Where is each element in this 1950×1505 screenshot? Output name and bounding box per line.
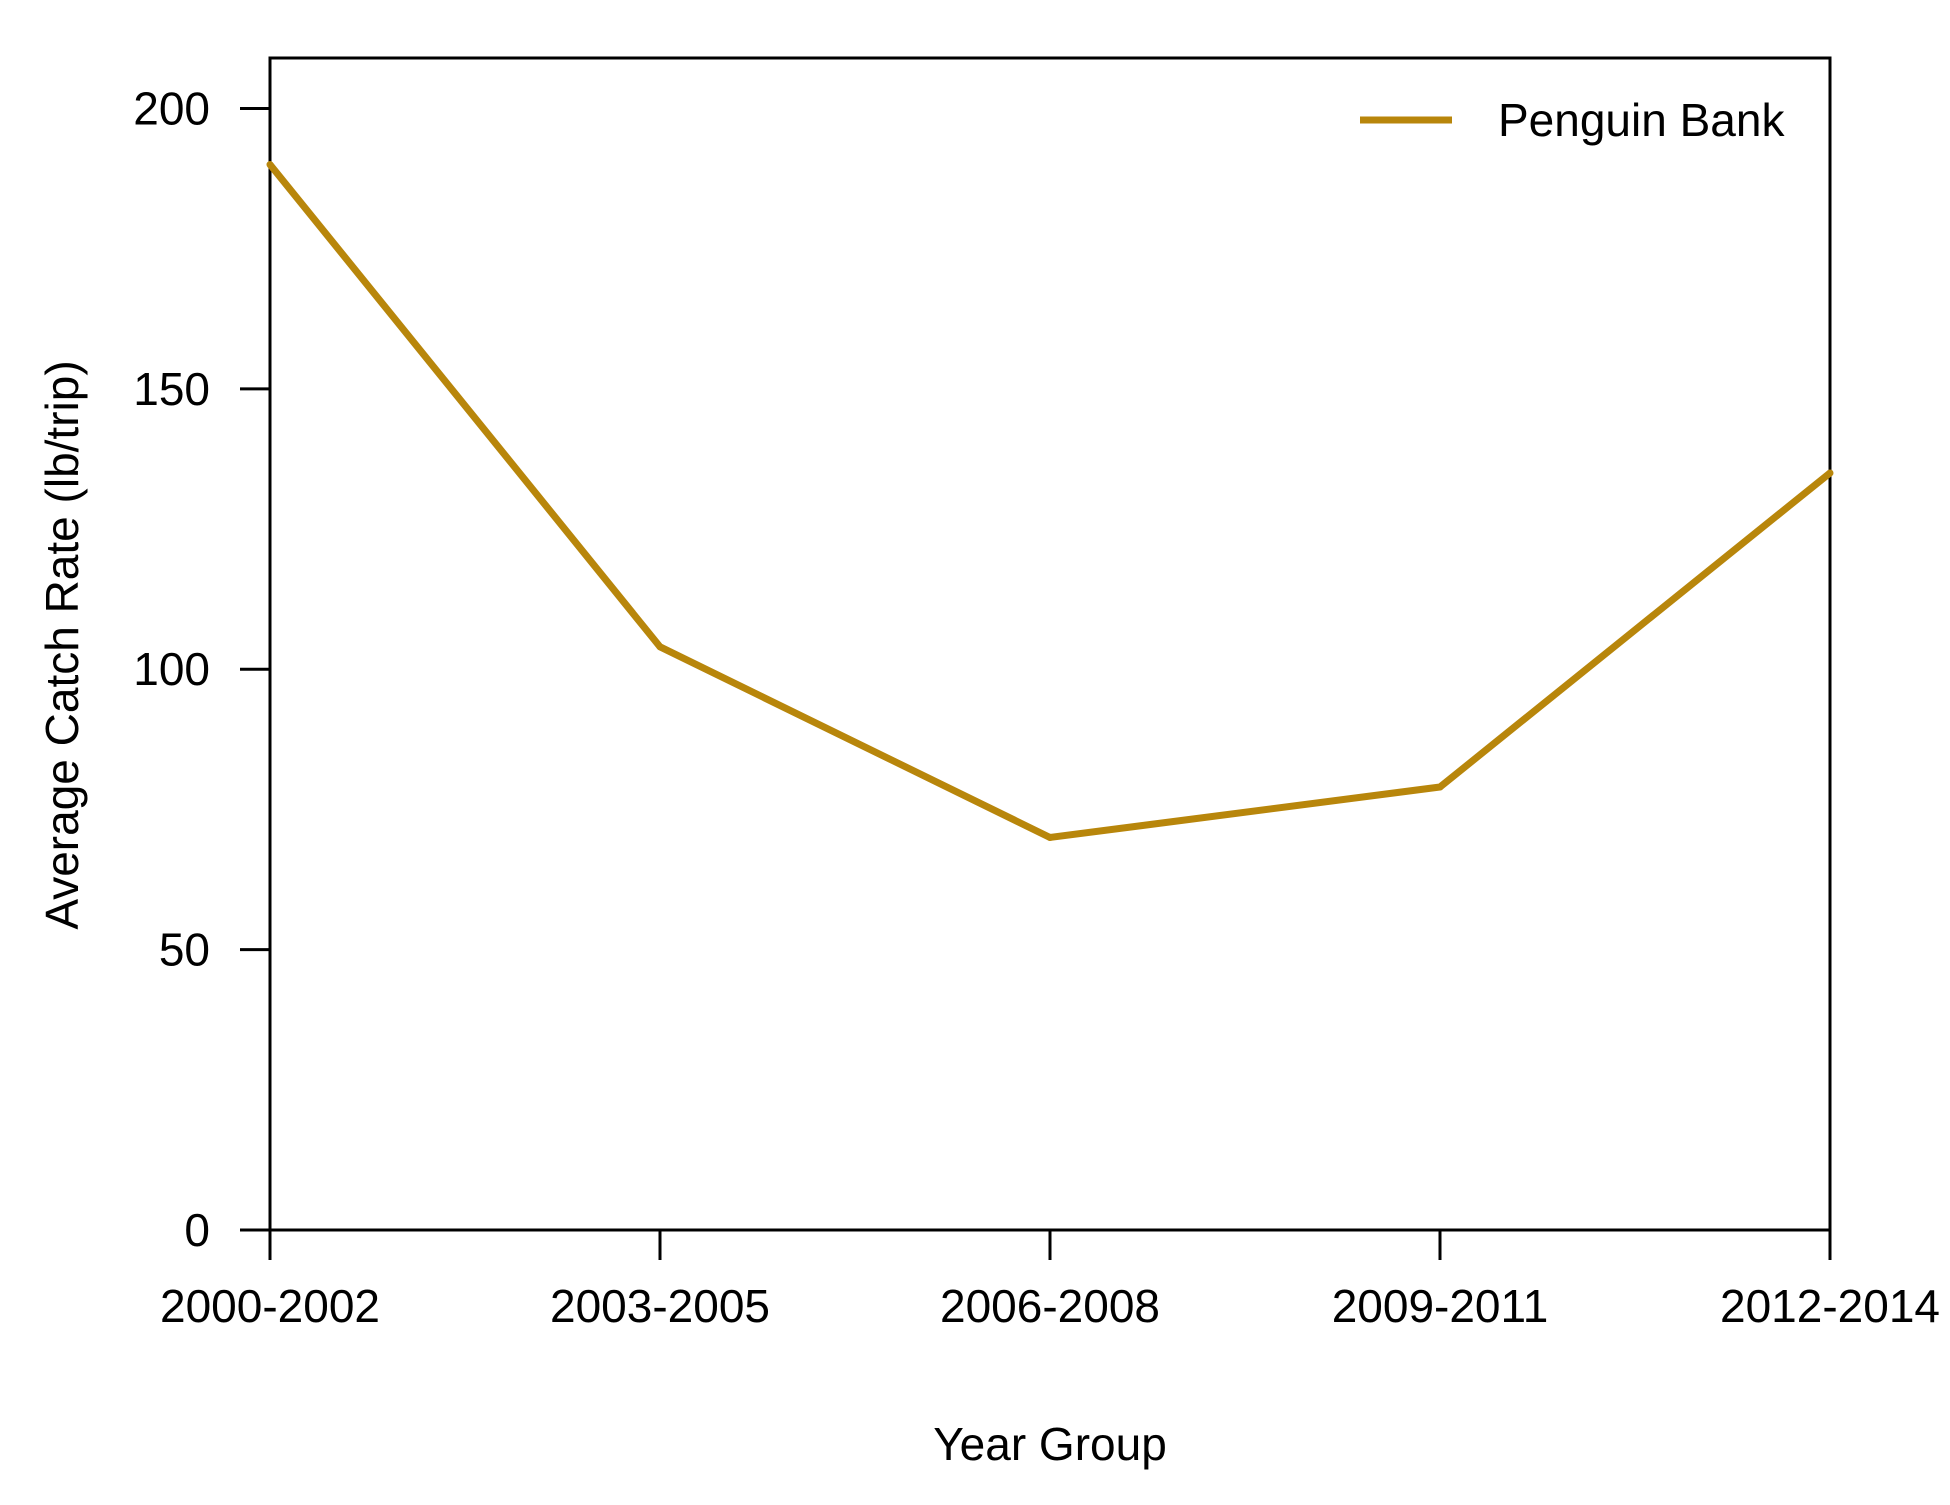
- data-point: [1436, 783, 1444, 791]
- x-tick-label: 2003-2005: [550, 1280, 770, 1332]
- y-tick-label: 200: [133, 82, 210, 134]
- series-line-penguin-bank: [267, 162, 1833, 841]
- legend: Penguin Bank: [1360, 94, 1785, 146]
- x-tick-label: 2000-2002: [160, 1280, 380, 1332]
- x-tick-label: 2009-2011: [1332, 1280, 1549, 1332]
- legend-label-penguin-bank: Penguin Bank: [1498, 94, 1785, 146]
- data-point: [1826, 469, 1834, 477]
- y-axis-label: Average Catch Rate (lb/trip): [36, 360, 88, 929]
- y-tick-label: 50: [159, 924, 210, 976]
- data-point: [656, 643, 664, 651]
- data-point: [266, 161, 274, 169]
- x-tick-label: 2006-2008: [940, 1280, 1160, 1332]
- y-tick-label: 0: [184, 1204, 210, 1256]
- x-axis-label: Year Group: [933, 1418, 1167, 1470]
- x-axis: 2000-2002 2003-2005 2006-2008 2009-2011 2012…: [160, 1230, 1940, 1332]
- y-tick-label: 100: [133, 643, 210, 695]
- x-tick-label: 2012-2014: [1720, 1280, 1940, 1332]
- y-axis: 0 50 100 150 200: [133, 82, 270, 1256]
- series-layer: [266, 161, 1834, 841]
- y-tick-label: 150: [133, 363, 210, 415]
- data-point: [1046, 833, 1054, 841]
- plot-frame: [268, 56, 1832, 1232]
